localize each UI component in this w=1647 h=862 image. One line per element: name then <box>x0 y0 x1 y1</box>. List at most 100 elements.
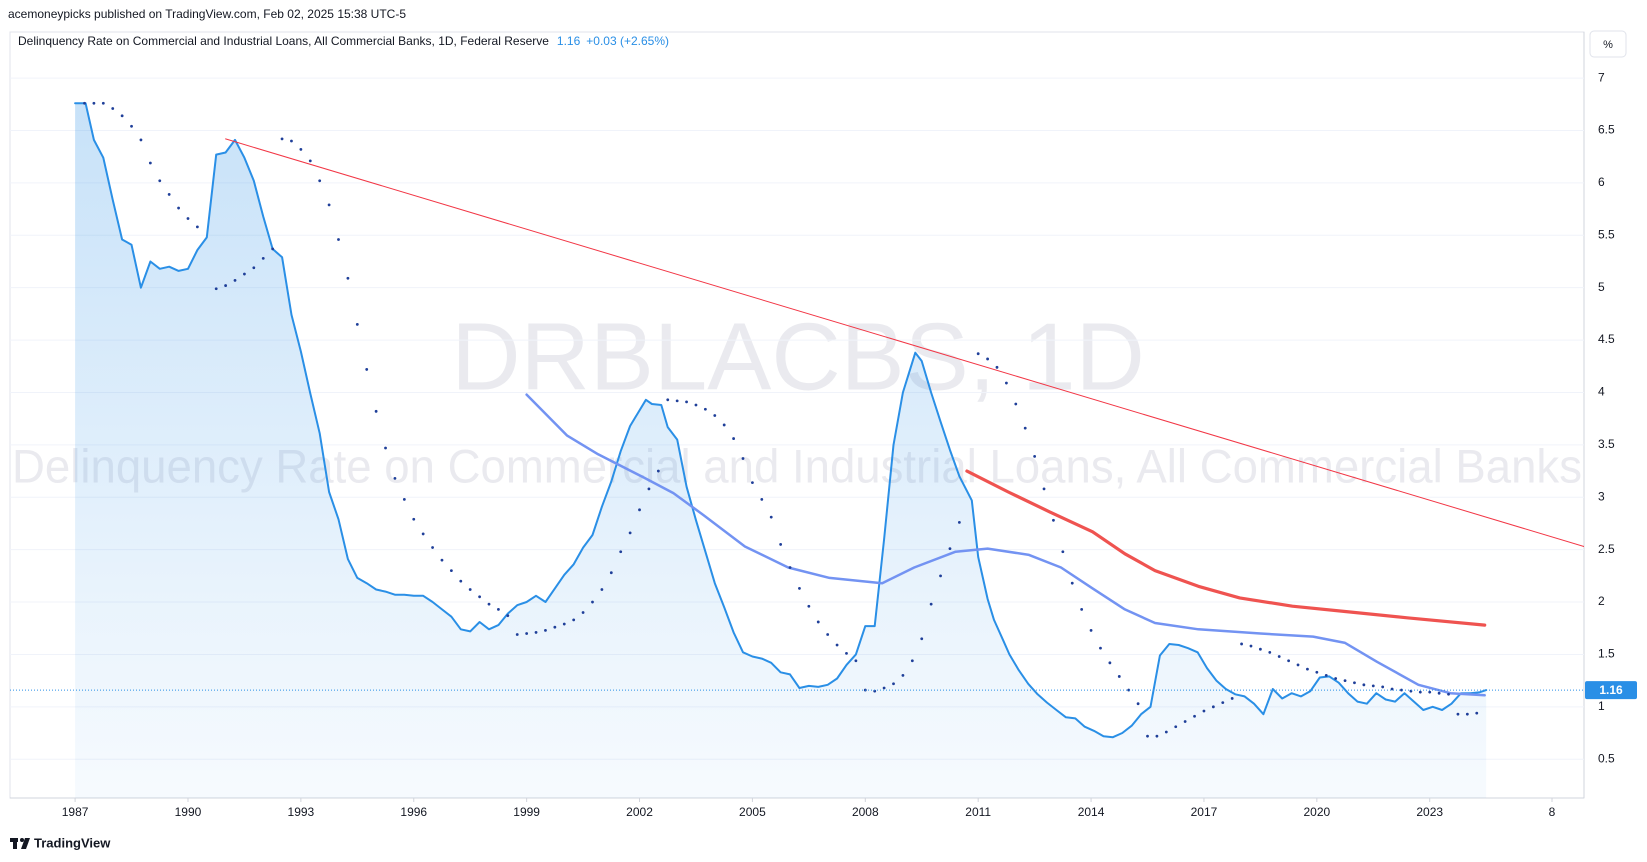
sar-dot <box>1211 705 1215 709</box>
x-tick-label: 2002 <box>626 805 653 819</box>
sar-dot <box>628 531 632 535</box>
y-tick-label: 2 <box>1598 594 1605 608</box>
sar-dot <box>1334 677 1338 680</box>
moving-average <box>965 469 1487 627</box>
sar-dot <box>920 637 924 641</box>
sar-dot <box>1353 681 1356 685</box>
sar-dot <box>591 600 594 604</box>
y-tick-label: 4.5 <box>1598 332 1615 346</box>
unit-button[interactable] <box>1589 30 1627 58</box>
sar-dot <box>647 487 651 491</box>
legend-value: 1.16 <box>557 34 581 48</box>
sar-dot <box>1052 518 1055 522</box>
sar-dot <box>835 643 839 647</box>
sar-dot <box>468 588 472 591</box>
sar-dot <box>751 481 754 484</box>
sar-dot <box>506 614 510 618</box>
sar-dot <box>308 159 312 163</box>
sar-dot <box>346 276 350 280</box>
sar-dot <box>412 517 416 521</box>
sar-dot <box>1183 720 1187 723</box>
sar-dot <box>666 398 670 402</box>
sar-dot <box>581 611 585 614</box>
sar-dot <box>910 659 914 663</box>
sar-dot <box>167 193 171 196</box>
sar-dot <box>1230 697 1234 700</box>
area-fill <box>75 103 1487 798</box>
sar-dot <box>440 558 444 562</box>
sar-dot <box>609 571 613 575</box>
sar-dot <box>1343 679 1347 683</box>
sar-dot <box>290 139 293 143</box>
sar-dot <box>148 161 152 165</box>
sar-dot <box>816 620 820 624</box>
header: acemoneypicks published on TradingView.c… <box>8 7 406 21</box>
sar-dot <box>261 256 265 260</box>
sar-dot <box>1428 690 1432 694</box>
unit-label[interactable]: % <box>1603 39 1613 51</box>
y-tick-label: 1 <box>1598 699 1605 713</box>
sar-dot <box>1277 655 1281 658</box>
sar-dot <box>1164 730 1168 734</box>
sar-dot <box>214 287 218 291</box>
y-tick-label: 5.5 <box>1598 227 1615 241</box>
sar-dot <box>807 604 811 608</box>
price-label-box <box>1585 681 1637 700</box>
x-tick-label: 2005 <box>739 805 766 819</box>
sar-dot <box>1174 725 1178 729</box>
sar-dot <box>478 595 482 599</box>
axes: 0.5 1 1.5 2 2.5 3 3.5 4 4.5 5 5.5 6 6.5 7 1987 1990 1993… <box>62 70 1637 819</box>
sar-dot <box>1042 487 1046 491</box>
sar-dot <box>656 469 660 473</box>
sar-dot <box>534 631 538 634</box>
plot <box>10 101 1584 798</box>
y-tick-label: 1.5 <box>1598 647 1615 661</box>
moving-average <box>525 393 1486 697</box>
sar-dot <box>1306 667 1309 671</box>
x-tick-label: 1999 <box>513 805 540 819</box>
sar-dot <box>318 179 322 183</box>
sar-dot <box>995 365 999 369</box>
sar-dot <box>553 625 557 629</box>
sar-dot <box>854 659 858 663</box>
x-tick-label: 2008 <box>852 805 879 819</box>
y-tick-label: 2.5 <box>1598 542 1615 556</box>
x-tick-label: 2011 <box>965 805 991 819</box>
sar-dot <box>798 587 801 590</box>
sar-dot <box>1155 734 1159 738</box>
sar-dot <box>760 497 764 501</box>
logo-part <box>21 838 30 849</box>
sar-dot <box>327 203 331 207</box>
sar-dot <box>722 423 726 427</box>
sar-dot <box>1249 644 1253 648</box>
series-line <box>74 102 1488 739</box>
x-tick-label: 1987 <box>62 805 89 819</box>
sar-dot <box>1324 673 1328 677</box>
sar-dot <box>939 574 942 578</box>
sar-dot <box>1447 692 1450 696</box>
sar-dot <box>703 407 707 411</box>
sar-dot <box>1099 646 1102 650</box>
sar-dot <box>1465 712 1469 716</box>
x-tick-label: 2023 <box>1416 805 1443 819</box>
legend-change: +0.03 (+2.65%) <box>586 34 669 48</box>
x-tick-label: 1990 <box>175 805 202 819</box>
watermark-symbol: DRBLACBS, 1D <box>451 303 1145 410</box>
logo-part <box>13 838 17 849</box>
sar-dot <box>779 543 783 546</box>
sar-dot <box>1258 647 1262 651</box>
logo-part <box>20 838 24 842</box>
sar-dot <box>929 602 933 606</box>
sar-dot <box>449 569 453 573</box>
x-tick-label: 1993 <box>288 805 315 819</box>
sar-dot <box>280 137 284 141</box>
sar-dot <box>1362 683 1366 687</box>
sar-dot <box>421 532 425 536</box>
sar-dot <box>1437 691 1441 695</box>
sar-dot <box>525 632 529 635</box>
sar-dot <box>1240 642 1243 646</box>
sar-dot <box>130 124 133 128</box>
sar-dot <box>252 266 256 270</box>
y-tick-label: 3.5 <box>1598 437 1615 451</box>
x-tick-label: 2014 <box>1078 805 1105 819</box>
